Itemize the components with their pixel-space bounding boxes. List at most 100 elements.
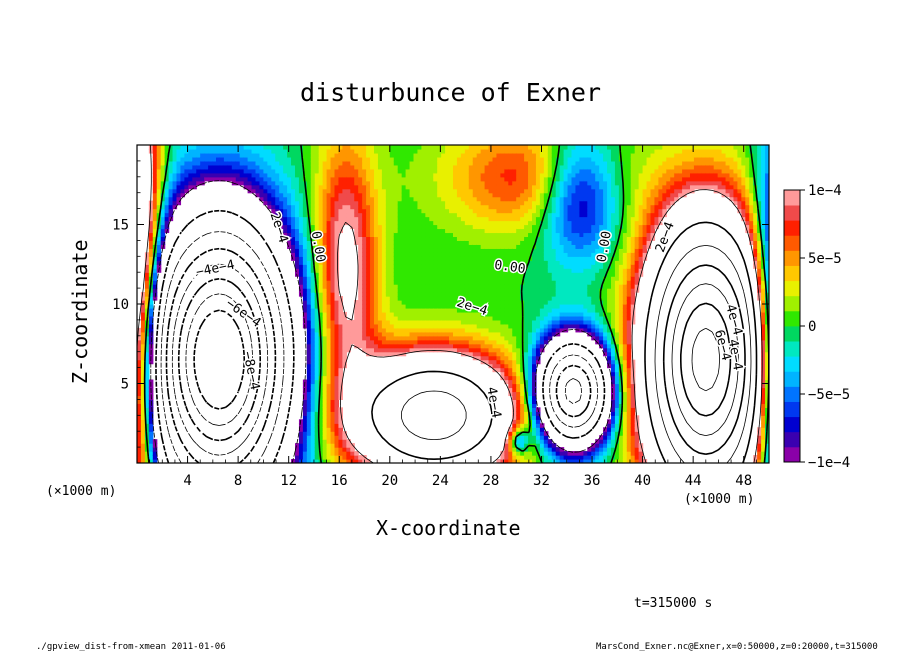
field-cell — [441, 256, 446, 261]
field-cell — [496, 292, 501, 297]
field-cell — [500, 184, 505, 190]
field-cell — [354, 196, 359, 202]
field-cell — [318, 145, 324, 150]
field-cell — [504, 284, 509, 289]
field-cell — [279, 148, 284, 154]
field-cell — [421, 164, 426, 170]
field-cell — [539, 304, 545, 309]
field-cell — [397, 184, 403, 190]
field-cell — [314, 145, 320, 150]
field-cell — [291, 208, 296, 214]
field-cell — [188, 152, 193, 158]
field-cell — [516, 228, 521, 234]
field-cell — [298, 264, 304, 269]
field-cell — [370, 307, 375, 313]
field-cell — [532, 268, 537, 273]
field-cell — [405, 284, 411, 289]
field-cell — [137, 371, 142, 377]
field-cell — [429, 252, 434, 257]
field-cell — [512, 284, 517, 289]
field-cell — [456, 256, 462, 261]
field-cell — [453, 172, 458, 178]
field-cell — [425, 204, 430, 210]
field-cell — [318, 192, 324, 198]
field-cell — [338, 355, 343, 361]
field-cell — [409, 184, 415, 190]
field-cell — [464, 351, 470, 357]
field-cell — [496, 311, 501, 317]
field-cell — [358, 164, 363, 170]
field-cell — [196, 172, 201, 178]
field-cell — [409, 164, 415, 170]
field-cell — [310, 264, 316, 269]
field-cell — [137, 379, 142, 385]
field-cell — [496, 176, 501, 182]
field-cell — [354, 339, 359, 345]
field-cell — [441, 292, 446, 297]
field-cell — [524, 359, 529, 365]
field-cell — [389, 148, 395, 154]
field-cell — [433, 280, 438, 285]
field-cell — [298, 156, 304, 162]
field-cell — [468, 240, 474, 245]
field-cell — [532, 236, 537, 241]
field-cell — [567, 252, 573, 257]
field-cell — [310, 204, 316, 210]
field-cell — [492, 176, 498, 182]
field-cell — [271, 176, 276, 182]
field-cell — [496, 160, 501, 166]
field-cell — [535, 355, 541, 361]
field-cell — [441, 240, 446, 245]
field-cell — [168, 180, 174, 186]
field-cell — [397, 347, 403, 353]
field-cell — [524, 363, 529, 369]
field-cell — [374, 256, 379, 261]
field-cell — [310, 351, 316, 357]
field-cell — [464, 188, 470, 194]
field-cell — [468, 264, 474, 269]
field-cell — [555, 292, 561, 297]
field-cell — [528, 292, 533, 297]
field-cell — [144, 284, 150, 289]
field-cell — [330, 379, 336, 385]
field-cell — [460, 304, 466, 309]
field-cell — [425, 216, 430, 222]
field-cell — [508, 148, 513, 154]
field-cell — [334, 307, 340, 313]
field-cell — [563, 164, 569, 170]
field-cell — [547, 319, 553, 325]
field-cell — [476, 284, 482, 289]
field-cell — [516, 232, 521, 238]
field-cell — [310, 168, 316, 174]
field-cell — [532, 208, 537, 214]
field-cell — [528, 315, 533, 321]
field-cell — [464, 252, 470, 257]
field-cell — [575, 323, 580, 329]
field-cell — [168, 204, 174, 210]
field-cell — [524, 152, 529, 158]
field-cell — [413, 304, 419, 309]
field-cell — [516, 307, 521, 313]
field-cell — [334, 192, 340, 198]
field-cell — [425, 164, 430, 170]
field-cell — [433, 184, 438, 190]
field-cell — [259, 188, 264, 194]
field-cell — [524, 300, 529, 305]
field-cell — [571, 176, 577, 182]
field-cell — [306, 351, 312, 357]
field-cell — [433, 252, 438, 257]
field-cell — [140, 335, 146, 341]
field-cell — [476, 172, 482, 178]
field-cell — [571, 240, 577, 245]
field-cell — [543, 152, 549, 158]
field-cell — [393, 208, 399, 214]
field-cell — [472, 145, 478, 150]
field-cell — [401, 272, 407, 277]
field-cell — [314, 152, 320, 158]
field-cell — [370, 164, 375, 170]
field-cell — [500, 304, 505, 309]
field-cell — [223, 145, 229, 150]
field-cell — [417, 264, 422, 269]
field-cell — [389, 196, 395, 202]
field-cell — [366, 264, 371, 269]
